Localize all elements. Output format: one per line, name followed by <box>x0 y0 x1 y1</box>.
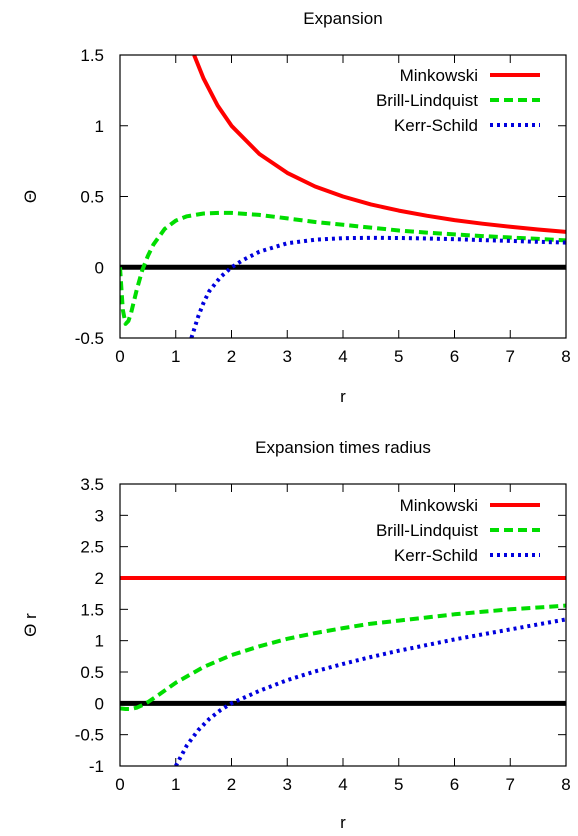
plot-frame <box>119 54 567 339</box>
legend-label: Minkowski <box>400 496 478 515</box>
series-line-kerr-schild <box>189 235 566 338</box>
chart-title: Expansion times radius <box>255 438 431 457</box>
y-tick-label: 1 <box>95 632 104 651</box>
y-tick-label: 0 <box>95 258 104 277</box>
x-tick-label: 6 <box>450 775 459 794</box>
y-tick-label: -1 <box>89 757 104 776</box>
y-tick-label: 0 <box>95 694 104 713</box>
y-tick-label: 1.5 <box>80 46 104 65</box>
series-line-brill-lindquist <box>120 603 566 711</box>
y-tick-label: 2 <box>95 569 104 588</box>
x-tick-label: 1 <box>171 347 180 366</box>
series-group <box>120 55 566 338</box>
chart-panel-1: Expansion 0 1 2 3 4 5 6 7 8 -0.5 0 0.5 1 1.5 r Θ Minkowsk… <box>21 9 571 406</box>
x-tick-label: 2 <box>227 775 236 794</box>
y-tick-label: 2.5 <box>80 538 104 557</box>
x-tick-label: 6 <box>450 347 459 366</box>
x-axis-label: r <box>340 813 346 832</box>
x-tick-label: 0 <box>115 347 124 366</box>
legend-label: Brill-Lindquist <box>376 91 478 110</box>
plot-frame <box>119 483 567 767</box>
x-tick-label: 3 <box>283 347 292 366</box>
x-tick-label: 2 <box>227 347 236 366</box>
y-tick-label: 3 <box>95 506 104 525</box>
y-tick-label: 0.5 <box>80 188 104 207</box>
chart-title: Expansion <box>303 9 382 28</box>
x-axis-label: r <box>340 387 346 406</box>
y-tick-label: -0.5 <box>75 329 104 348</box>
x-tick-label: 8 <box>561 347 570 366</box>
x-tick-label: 1 <box>171 775 180 794</box>
x-tick-label: 5 <box>394 775 403 794</box>
legend-label: Kerr-Schild <box>394 116 478 135</box>
x-tick-label: 7 <box>506 775 515 794</box>
y-axis-label: Θ r <box>21 613 40 637</box>
x-tick-label: 5 <box>394 347 403 366</box>
x-tick-label: 4 <box>338 347 347 366</box>
x-tick-label: 3 <box>283 775 292 794</box>
legend-label: Minkowski <box>400 66 478 85</box>
y-tick-label: 1 <box>95 117 104 136</box>
y-axis-label: Θ <box>21 190 40 203</box>
y-tick-label: 1.5 <box>80 600 104 619</box>
legend-label: Brill-Lindquist <box>376 521 478 540</box>
x-tick-label: 7 <box>506 347 515 366</box>
legend: Minkowski Brill-Lindquist Kerr-Schild <box>376 496 540 565</box>
legend-label: Kerr-Schild <box>394 546 478 565</box>
y-tick-label: 3.5 <box>80 475 104 494</box>
y-tick-label: -0.5 <box>75 726 104 745</box>
chart-panel-2: Expansion times radius 0 1 2 3 4 5 6 7 8 -1 -0.5 0 0.… <box>21 438 571 832</box>
series-line-brill-lindquist <box>120 210 566 326</box>
x-tick-label: 0 <box>115 775 124 794</box>
x-tick-label: 4 <box>338 775 347 794</box>
y-tick-label: 0.5 <box>80 663 104 682</box>
series-line-minkowski <box>192 55 566 234</box>
x-tick-label: 8 <box>561 775 570 794</box>
series-line-kerr-schild <box>174 617 566 766</box>
legend: Minkowski Brill-Lindquist Kerr-Schild <box>376 66 540 135</box>
series-group <box>120 576 566 766</box>
